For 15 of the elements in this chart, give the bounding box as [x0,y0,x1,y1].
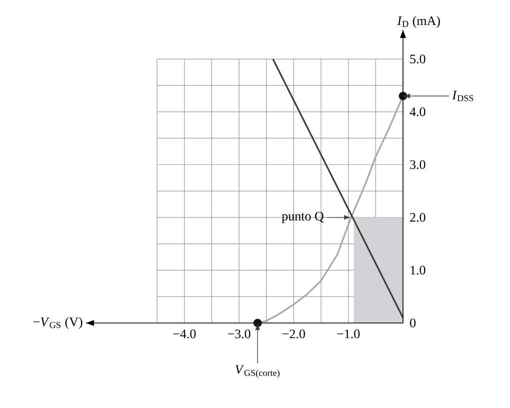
annotation: V$_{GS(corte)}$ [236,365,280,378]
y-tick-label: 3.0 [410,160,426,170]
x-tick-label: −4.0 [173,330,196,338]
y-tick-label: 5.0 [410,54,426,64]
x-tick-label: −2.0 [282,330,305,338]
y-tick-label: 0 [410,318,416,328]
annotation: punto Q [282,212,324,224]
x-tick-label: −1.0 [337,330,360,338]
y-tick-label: 4.0 [410,107,426,116]
y-axis-title: I$_{D}$ (mA) [397,16,440,28]
y-tick-label: 1.0 [410,266,426,275]
text: I$_{DSS}$ [452,90,474,102]
x-tick-label: −3.0 [228,330,250,338]
x-axis-title: −V$_{GS}$ (V) [33,317,82,329]
y-tick-label: 2.0 [410,213,426,222]
